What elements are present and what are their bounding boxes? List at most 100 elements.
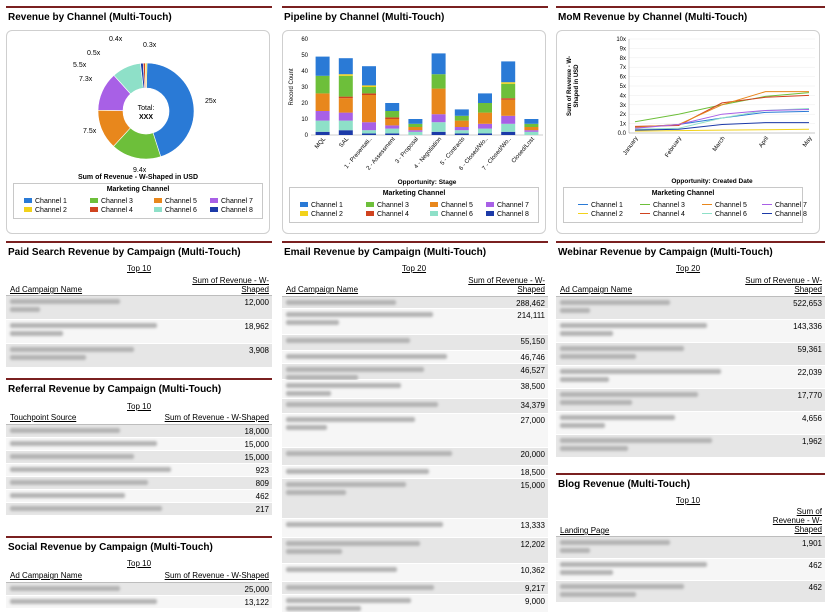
legend-item[interactable]: Channel 6 xyxy=(430,211,473,219)
legend-item[interactable]: Channel 8 xyxy=(486,211,529,219)
table-row[interactable]: 34,379 xyxy=(282,399,548,414)
table-row[interactable]: 214,111 xyxy=(282,309,548,335)
table-row[interactable]: 17,770 xyxy=(556,389,825,412)
table-row[interactable]: 1,962 xyxy=(556,435,825,458)
legend-item[interactable]: Channel 5 xyxy=(154,198,197,206)
legend-item[interactable]: Channel 1 xyxy=(300,202,343,210)
top-n-link[interactable]: Top 20 xyxy=(402,264,427,273)
table-row[interactable]: 143,336 xyxy=(556,320,825,343)
table-row[interactable]: 15,000 xyxy=(6,451,272,464)
table-row[interactable]: 1,901 xyxy=(556,537,825,559)
table-row[interactable]: 15,000 xyxy=(6,438,272,451)
table-row[interactable]: 809 xyxy=(6,477,272,490)
table-row[interactable]: 22,039 xyxy=(556,366,825,389)
legend-item[interactable]: Channel 3 xyxy=(640,202,685,210)
table-row[interactable]: 923 xyxy=(6,464,272,477)
top-n-link[interactable]: Top 20 xyxy=(676,264,701,273)
column-header-revenue[interactable]: Sum of Revenue - W-Shaped xyxy=(164,413,269,422)
legend-item[interactable]: Channel 8 xyxy=(762,211,807,219)
redacted-campaign-name xyxy=(10,307,40,312)
legend-item[interactable]: Channel 7 xyxy=(762,202,807,210)
column-header-campaign[interactable]: Ad Campaign Name xyxy=(10,571,83,580)
table-row[interactable]: 15,000 xyxy=(282,479,548,519)
table-row[interactable]: 55,150 xyxy=(282,335,548,351)
table-row[interactable]: 20,000 xyxy=(282,448,548,466)
legend-item[interactable]: Channel 4 xyxy=(366,211,409,219)
redacted-campaign-name xyxy=(286,549,342,554)
legend-item[interactable]: Channel 7 xyxy=(210,198,253,206)
top-n-link[interactable]: Top 10 xyxy=(127,264,152,273)
legend-label: Channel 6 xyxy=(441,211,473,218)
column-header-revenue[interactable]: Sum of Revenue - W- Shaped xyxy=(192,276,269,294)
column-header-revenue[interactable]: Sum of Revenue - W- Shaped xyxy=(773,507,822,534)
series-line xyxy=(634,109,810,129)
legend-swatch xyxy=(640,203,650,205)
table-row[interactable]: 18,500 xyxy=(282,466,548,479)
table-row[interactable]: 18,962 xyxy=(6,320,272,344)
top-n-link[interactable]: Top 10 xyxy=(127,559,152,568)
table-row[interactable]: 4,656 xyxy=(556,412,825,435)
revenue-value: 462 xyxy=(808,583,822,592)
legend-item[interactable]: Channel 3 xyxy=(90,198,133,206)
y-tick-label: 3x xyxy=(620,103,626,109)
table-row[interactable]: 46,527 xyxy=(282,364,548,380)
top-n-link[interactable]: Top 10 xyxy=(127,402,152,411)
panel-referral: Referral Revenue by Campaign (Multi-Touc… xyxy=(6,378,272,528)
table-row[interactable]: 522,653 xyxy=(556,297,825,320)
legend-item[interactable]: Channel 2 xyxy=(578,211,623,219)
legend-item[interactable]: Channel 5 xyxy=(430,202,473,210)
legend-item[interactable]: Channel 6 xyxy=(702,211,747,219)
column-header-revenue[interactable]: Sum of Revenue - W-Shaped xyxy=(164,571,269,580)
table-row[interactable]: 27,000 xyxy=(282,414,548,448)
table-row[interactable]: 12,000 xyxy=(6,296,272,320)
table-row[interactable]: 217 xyxy=(6,503,272,516)
table-row[interactable]: 9,217 xyxy=(282,582,548,595)
table-row[interactable]: 462 xyxy=(6,490,272,503)
table-row[interactable]: 9,000 xyxy=(282,595,548,612)
table-row[interactable]: 462 xyxy=(556,581,825,603)
table-row[interactable]: 59,361 xyxy=(556,343,825,366)
table-row[interactable]: 3,908 xyxy=(6,344,272,368)
table-row[interactable]: 462 xyxy=(556,559,825,581)
mom-line-chart[interactable]: 0.0 1x 2x 3x 4x 5x 6x 7x 8x 9x 10x Sum of Revenue -… xyxy=(557,31,820,191)
table-row[interactable]: 46,746 xyxy=(282,351,548,364)
legend-item[interactable]: Channel 1 xyxy=(24,198,67,206)
redacted-campaign-name xyxy=(10,480,148,485)
legend-item[interactable]: Channel 5 xyxy=(702,202,747,210)
legend-item[interactable]: Channel 4 xyxy=(640,211,685,219)
legend-item[interactable]: Channel 8 xyxy=(210,207,253,215)
column-header-revenue[interactable]: Sum of Revenue - W- Shaped xyxy=(745,276,822,294)
legend-item[interactable]: Channel 1 xyxy=(578,202,623,210)
legend-item[interactable]: Channel 2 xyxy=(300,211,343,219)
column-header-source[interactable]: Touchpoint Source xyxy=(10,413,77,422)
panel-revenue-by-channel: Revenue by Channel (Multi-Touch) 25x 9.4x… xyxy=(6,6,272,234)
column-header-campaign[interactable]: Ad Campaign Name xyxy=(286,285,359,294)
column-header-revenue[interactable]: Sum of Revenue - W- Shaped xyxy=(468,276,545,294)
panel-webinar: Webinar Revenue by Campaign (Multi-Touch… xyxy=(556,241,825,469)
revenue-value: 27,000 xyxy=(520,416,545,425)
redacted-campaign-name xyxy=(560,562,707,567)
revenue-pie-chart[interactable]: 25x 9.4x 7.5x 7.3x 5.5x0.5x 0.4x 0.3x Total: XXX xyxy=(7,31,270,191)
column-header-campaign[interactable]: Ad Campaign Name xyxy=(10,285,83,294)
table-row[interactable]: 13,333 xyxy=(282,519,548,538)
legend-item[interactable]: Channel 2 xyxy=(24,207,67,215)
table-row[interactable]: 12,202 xyxy=(282,538,548,564)
legend-label: Channel 1 xyxy=(311,202,343,209)
table-row[interactable]: 288,462 xyxy=(282,297,548,309)
legend-item[interactable]: Channel 4 xyxy=(90,207,133,215)
table-row[interactable]: 25,000 xyxy=(6,583,272,596)
column-header-campaign[interactable]: Ad Campaign Name xyxy=(560,285,633,294)
table-row[interactable]: 38,500 xyxy=(282,380,548,399)
table-row[interactable]: 10,362 xyxy=(282,564,548,582)
table-row[interactable]: 13,122 xyxy=(6,596,272,609)
revenue-value: 46,527 xyxy=(520,366,545,375)
column-header-landing-page[interactable]: Landing Page xyxy=(560,526,610,535)
legend-item[interactable]: Channel 3 xyxy=(366,202,409,210)
bar-segment xyxy=(315,56,330,76)
legend-item[interactable]: Channel 7 xyxy=(486,202,529,210)
table-row[interactable]: 18,000 xyxy=(6,425,272,438)
top-n-link[interactable]: Top 10 xyxy=(676,496,701,505)
revenue-value: 1,962 xyxy=(801,437,822,446)
legend-item[interactable]: Channel 6 xyxy=(154,207,197,215)
